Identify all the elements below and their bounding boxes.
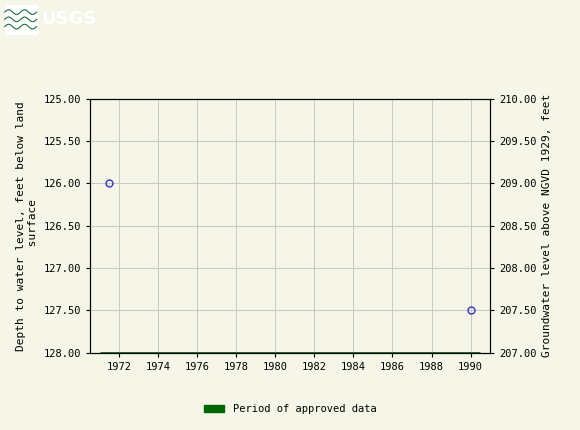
- Y-axis label: Depth to water level, feet below land
 surface: Depth to water level, feet below land su…: [16, 101, 38, 350]
- Y-axis label: Groundwater level above NGVD 1929, feet: Groundwater level above NGVD 1929, feet: [542, 94, 552, 357]
- Legend: Period of approved data: Period of approved data: [200, 400, 380, 418]
- Bar: [5, 5, 37, 34]
- Text: USGS: USGS: [41, 10, 96, 28]
